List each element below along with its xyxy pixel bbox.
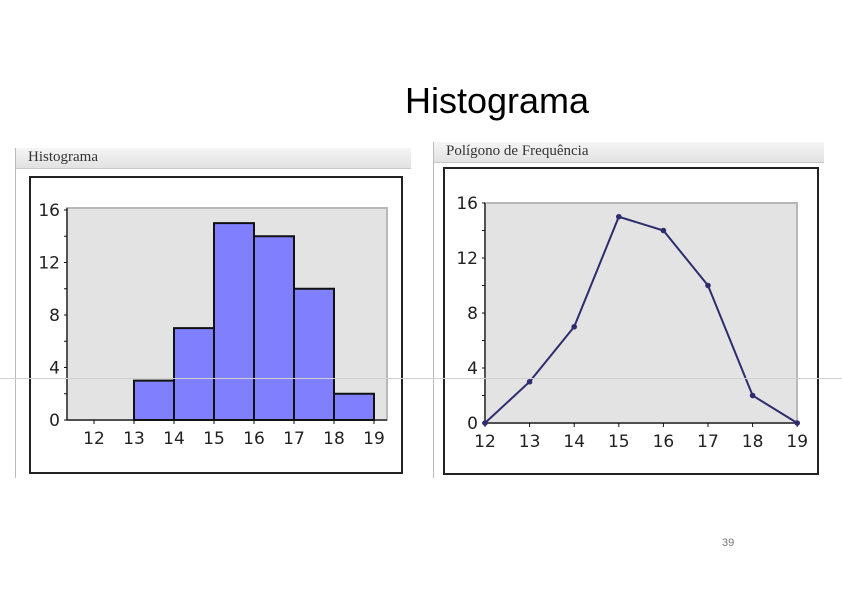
histogram-bar [293, 287, 335, 421]
histogram-panel: Histograma 0 4 8 12 16 12 13 14 15 16 17 18 19 [15, 148, 411, 478]
hist-x-tick-label: 15 [203, 429, 225, 449]
polygon-frame: 0 4 8 12 16 12 13 14 15 16 17 18 19 [443, 167, 819, 475]
poly-y-tick-label: 0 [467, 414, 478, 434]
poly-x-tick-label: 17 [697, 432, 719, 452]
poly-y-tick-label: 16 [456, 194, 478, 214]
poly-y-tick-label: 12 [456, 249, 478, 269]
histogram-frame: 0 4 8 12 16 12 13 14 15 16 17 18 19 [29, 176, 403, 474]
poly-x-tick-label: 13 [519, 432, 541, 452]
hist-x-tick-label: 17 [283, 429, 305, 449]
histogram-chart: 0 4 8 12 16 12 13 14 15 16 17 18 19 [38, 201, 388, 449]
frequency-point [749, 392, 756, 399]
histogram-bar [253, 235, 295, 421]
poly-x-tick-label: 16 [653, 432, 675, 452]
poly-plot-area [484, 202, 798, 424]
polygon-chart: 0 4 8 12 16 12 13 14 15 16 17 18 19 [456, 194, 808, 452]
hist-y-tick-label: 0 [49, 411, 60, 431]
frequency-point [660, 227, 667, 234]
frequency-polygon-line [484, 215, 798, 424]
frequency-point [571, 323, 577, 330]
frequency-point [482, 420, 488, 426]
hist-x-tick-label: 19 [363, 429, 385, 449]
hist-y-tick-label: 12 [38, 254, 60, 274]
poly-x-tick-label: 15 [608, 432, 630, 452]
frequency-point [616, 213, 622, 220]
hist-x-tick-label: 12 [83, 429, 105, 449]
frequency-point [526, 378, 533, 385]
polygon-panel: Polígono de Frequência 0 4 8 12 16 12 13 14 15 16… [433, 142, 824, 478]
hist-y-tick-label: 16 [38, 201, 60, 221]
hist-x-tick-label: 13 [123, 429, 145, 449]
polygon-panel-title: Polígono de Frequência [446, 143, 589, 159]
hist-x-tick-label: 18 [323, 429, 345, 449]
histogram-bar [133, 379, 175, 421]
poly-y-tick-label: 4 [467, 359, 478, 379]
poly-x-tick-label: 18 [742, 432, 764, 452]
hist-y-tick-label: 4 [49, 359, 60, 379]
hist-x-tick-label: 16 [243, 429, 265, 449]
divider-line [0, 378, 842, 379]
hist-y-tick-label: 8 [49, 306, 60, 326]
frequency-point [705, 282, 711, 289]
slide-title: Histograma [405, 80, 590, 121]
poly-x-tick-label: 12 [474, 432, 496, 452]
histogram-panel-header: Histograma [16, 148, 411, 169]
histogram-panel-title: Histograma [28, 149, 98, 165]
page-number: 39 [722, 537, 735, 549]
poly-y-tick-label: 8 [467, 304, 478, 324]
polygon-panel-header: Polígono de Frequência [434, 142, 824, 163]
histogram-bar [173, 327, 215, 421]
hist-x-tick-label: 14 [163, 429, 185, 449]
frequency-point [794, 420, 800, 426]
histogram-bar [333, 392, 375, 421]
poly-x-tick-label: 19 [786, 432, 808, 452]
poly-x-tick-label: 14 [563, 432, 585, 452]
histogram-bar [213, 222, 255, 421]
